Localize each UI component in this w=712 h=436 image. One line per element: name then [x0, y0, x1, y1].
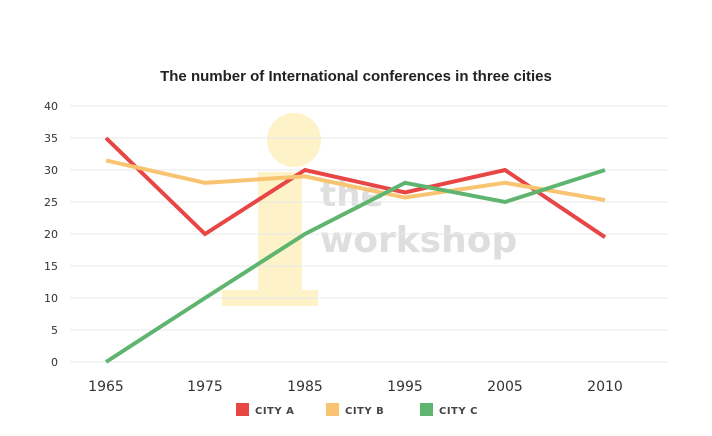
x-tick-label-1985: 1985: [287, 379, 323, 395]
series-line-city-a: [104, 136, 607, 239]
x-tick-label-1965: 1965: [88, 379, 124, 395]
x-tick-label-1995: 1995: [387, 379, 423, 395]
legend-swatch-city-a: [236, 403, 249, 416]
y-tick-label-30: 30: [44, 164, 58, 177]
series-line-city-c: [104, 168, 606, 364]
y-tick-label-5: 5: [51, 324, 58, 337]
y-tick-label-0: 0: [51, 356, 58, 369]
grid: [70, 105, 668, 363]
watermark-line2: workshop: [320, 220, 517, 261]
y-tick-label-10: 10: [44, 292, 58, 305]
y-tick-label-35: 35: [44, 132, 58, 145]
x-tick-label-2005: 2005: [487, 379, 523, 395]
series-line-city-b: [105, 158, 606, 203]
y-tick-label-25: 25: [44, 196, 58, 209]
legend-label-city-a: CITY A: [255, 406, 294, 417]
x-tick-label-2010: 2010: [587, 379, 623, 395]
y-tick-label-20: 20: [44, 228, 58, 241]
y-tick-label-40: 40: [44, 100, 58, 113]
legend-swatch-city-c: [420, 403, 433, 416]
x-tick-label-1975: 1975: [187, 379, 223, 395]
watermark-stem: [258, 172, 302, 300]
legend: CITY A CITY B CITY C: [236, 403, 478, 417]
watermark-dot: [267, 113, 321, 167]
y-tick-label-15: 15: [44, 260, 58, 273]
legend-swatch-city-b: [326, 403, 339, 416]
legend-label-city-c: CITY C: [439, 406, 478, 417]
legend-label-city-b: CITY B: [345, 406, 384, 417]
chart-title: The number of International conferences …: [160, 68, 552, 85]
series: [104, 136, 607, 364]
x-axis: 1965 1975 1985 1995 2005 2010: [88, 379, 623, 395]
y-axis: 0 5 10 15 20 25 30 35 40: [44, 100, 58, 369]
watermark-logo: the workshop: [222, 113, 517, 306]
